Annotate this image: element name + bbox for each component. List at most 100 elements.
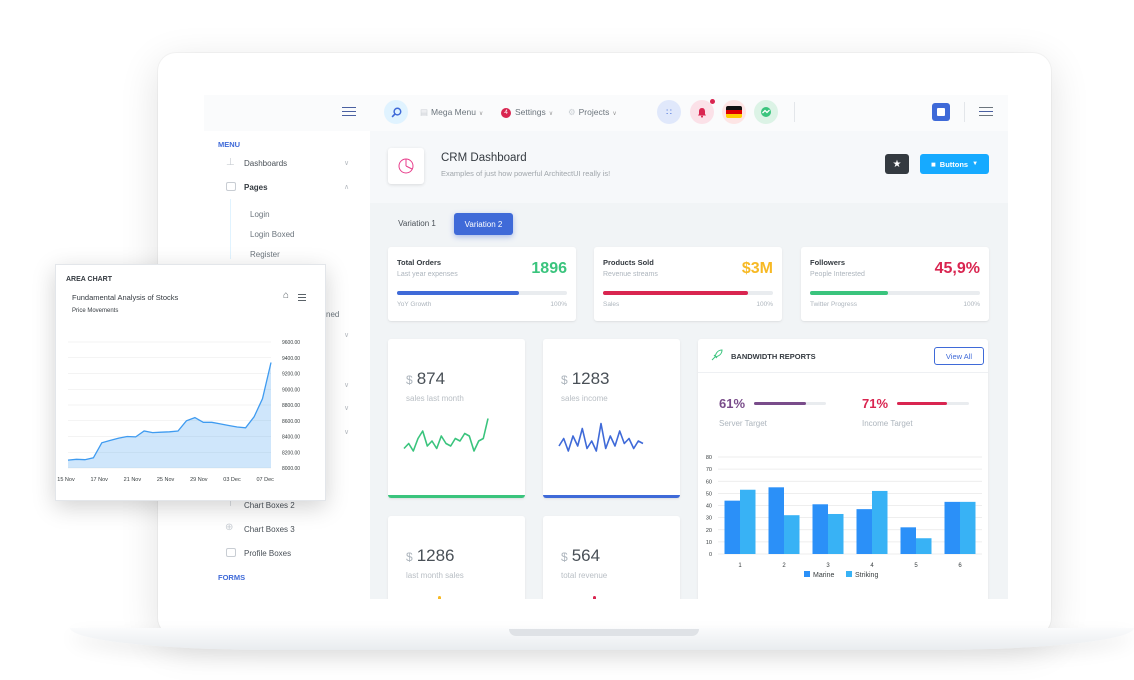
laptop-base (70, 628, 1134, 650)
buttons-dropdown[interactable]: ■ Buttons ▼ (920, 154, 989, 174)
bar-marine (768, 487, 784, 554)
view-all-button[interactable]: View All (934, 347, 984, 365)
y-tick-label: 8000.00 (282, 466, 300, 472)
stat-label: sales income (561, 394, 608, 403)
grid-apps-button[interactable]: ∷ (657, 100, 681, 124)
chart-menu-icon[interactable] (298, 294, 306, 301)
stat-card: $1283 sales income (543, 339, 680, 498)
search-button[interactable] (384, 100, 408, 124)
tab-variation-2[interactable]: Variation 2 (454, 213, 513, 235)
widget-title: Followers (810, 258, 846, 267)
favorite-button[interactable]: ★ (885, 154, 909, 174)
legend-label: Marine (813, 572, 835, 579)
rocket-icon (711, 349, 723, 361)
bar-marine (724, 500, 740, 554)
page-icon (388, 148, 424, 184)
stat-widget: Products Sold Revenue streams $3M Sales 100% (594, 247, 782, 321)
globe-icon: ⊕ (225, 522, 234, 533)
area-fill (68, 362, 271, 468)
progress-bar (397, 291, 567, 295)
target-progress-bar (754, 402, 826, 405)
tab-label: Variation 2 (464, 219, 503, 229)
pie-chart-icon (398, 158, 414, 174)
currency-symbol: $ (406, 550, 413, 564)
language-button[interactable] (722, 100, 746, 124)
mega-menu-label: Mega Menu (431, 107, 476, 117)
calendar-button[interactable] (932, 103, 950, 121)
header-divider (964, 102, 965, 122)
bar-striking (960, 501, 976, 554)
y-tick-label: 8200.00 (282, 450, 300, 456)
bar-marine (812, 504, 828, 554)
stat-value: $1286 (406, 546, 455, 566)
projects-label: Projects (578, 107, 610, 117)
sidebar-section-forms: FORMS (218, 573, 246, 582)
tab-variation-1[interactable]: Variation 1 (388, 213, 446, 234)
y-tick-label: 9200.00 (282, 372, 300, 378)
target-progress-fill (754, 402, 806, 405)
chevron-down-icon: ∨ (344, 332, 350, 339)
home-icon[interactable]: ⌂ (283, 290, 290, 301)
x-tick-label: 6 (958, 563, 962, 569)
area-chart-section-title: AREA CHART (66, 276, 113, 283)
widget-title: Total Orders (397, 258, 442, 267)
mega-menu[interactable]: ▤ Mega Menu ∨ (420, 107, 483, 118)
widget-value: $3M (741, 260, 773, 277)
sidebar-subitem-register[interactable]: Register (250, 250, 280, 259)
notifications-button[interactable] (690, 100, 714, 124)
stat-number: 1283 (571, 369, 610, 388)
y-tick-label: 9600.00 (282, 340, 300, 346)
stat-label: sales last month (406, 394, 464, 403)
sidebar-item-label: Pages (244, 183, 268, 192)
bandwidth-bar-chart: 0 10 20 30 40 50 60 70 80 1 2 3 4 5 6 Marine Striking (706, 455, 982, 579)
stat-card: $564 total revenue (543, 516, 680, 599)
area-chart-subtitle: Price Movements (72, 308, 119, 314)
stat-value: $1283 (561, 369, 610, 389)
chevron-down-icon: ∨ (344, 429, 350, 436)
stat-label: last month sales (406, 571, 464, 580)
x-tick-label: 3 (826, 563, 830, 569)
legend-swatch (804, 571, 810, 577)
sparkline (403, 418, 489, 452)
settings-menu[interactable]: 4 Settings ∨ (501, 107, 553, 118)
area-chart-card: AREA CHART Fundamental Analysis of Stock… (55, 264, 326, 501)
sparkline (558, 422, 644, 452)
sidebar-subitem-login-boxed[interactable]: Login Boxed (250, 230, 295, 239)
stat-widget: Followers People Interested 45,9% Twitter P… (801, 247, 989, 321)
y-tick-label: 10 (706, 540, 712, 546)
sidebar-toggle-icon[interactable] (342, 107, 356, 116)
currency-symbol: $ (406, 373, 413, 387)
y-tick-label: 8800.00 (282, 403, 300, 409)
chevron-down-icon: ∨ (344, 160, 350, 167)
sparkline-peak (593, 596, 596, 599)
chevron-down-icon: ∨ (344, 405, 350, 412)
projects-menu[interactable]: ⚙ Projects ∨ (568, 107, 617, 118)
progress-percent: 100% (963, 301, 980, 308)
stock-area-chart: 8000.00 8200.00 8400.00 8600.00 8800.00 9000.… (57, 340, 300, 483)
sidebar-subitem-login[interactable]: Login (250, 210, 270, 219)
y-tick-label: 9000.00 (282, 387, 300, 393)
stat-number: 1286 (416, 546, 455, 565)
rocket-icon: ⊥ (226, 157, 235, 168)
star-icon: ★ (892, 158, 902, 170)
x-tick-label: 5 (914, 563, 918, 569)
y-tick-label: 8400.00 (282, 435, 300, 441)
currency-symbol: $ (561, 373, 568, 387)
area-chart-title: Fundamental Analysis of Stocks (72, 293, 179, 302)
x-tick-label: 4 (870, 563, 874, 569)
laptop-notch (509, 629, 699, 636)
stat-card-accent (543, 495, 680, 498)
activity-button[interactable] (754, 100, 778, 124)
submenu-line (230, 199, 231, 259)
card-divider (698, 372, 988, 373)
gift-icon: ▤ (420, 107, 429, 117)
germany-flag-icon (726, 106, 742, 118)
chevron-down-icon: ∨ (548, 111, 554, 117)
widget-subtitle: People Interested (810, 271, 865, 278)
stat-value: $874 (406, 369, 445, 389)
progress-label: Sales (603, 301, 620, 308)
stat-card: $1286 last month sales (388, 516, 525, 599)
widget-value: 1896 (531, 260, 567, 277)
progress-fill (397, 291, 520, 295)
menu-icon[interactable] (979, 107, 993, 116)
